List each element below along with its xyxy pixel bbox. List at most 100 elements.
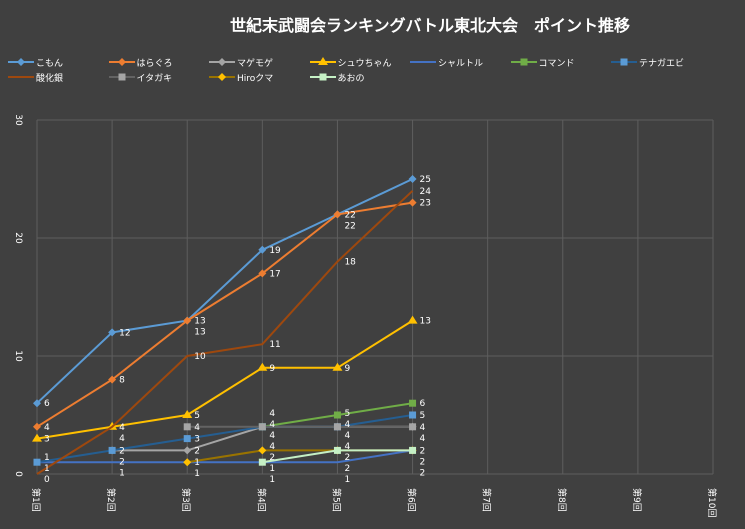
- data-point: [408, 198, 417, 207]
- data-point: [258, 446, 267, 455]
- data-label: 1: [344, 475, 350, 485]
- data-label: 17: [269, 269, 280, 279]
- y-tick-label: 30: [13, 114, 23, 126]
- legend-label: はらぐろ: [136, 58, 173, 69]
- data-label: 22: [344, 221, 355, 231]
- data-label: 24: [420, 187, 432, 197]
- y-tick-label: 0: [13, 471, 23, 477]
- data-point: [183, 458, 192, 467]
- legend-swatch: [108, 58, 135, 66]
- legend-item: シュウちゃん: [309, 56, 392, 69]
- series-line-1: [36, 201, 413, 428]
- data-label: 4: [269, 409, 275, 419]
- series-line-0: [36, 178, 413, 404]
- data-point: [258, 269, 267, 278]
- data-point: [333, 411, 341, 419]
- legend-item: Hiroクマ: [209, 71, 274, 84]
- data-label: 3: [194, 435, 200, 445]
- data-point: [183, 446, 192, 455]
- data-point: [333, 423, 341, 431]
- legend-item: マゲモゲ: [209, 56, 273, 69]
- data-label: 2: [420, 457, 426, 467]
- data-point: [32, 433, 42, 442]
- data-label: 2: [420, 468, 426, 478]
- data-label: 5: [194, 411, 200, 421]
- x-tick-label: 第5回: [330, 488, 342, 512]
- data-label: 1: [269, 464, 275, 474]
- legend-swatch: [510, 58, 537, 66]
- legend-item: こもん: [8, 56, 63, 69]
- data-label: 2: [420, 446, 426, 456]
- data-label: 4: [420, 423, 426, 433]
- data-label: 6: [44, 399, 50, 409]
- data-point: [182, 410, 193, 418]
- y-tick-label: 20: [13, 232, 23, 244]
- legend-label: Hiroクマ: [237, 73, 274, 84]
- legend-swatch: [8, 76, 34, 78]
- data-label: 0: [44, 475, 50, 485]
- y-tick-label: 10: [13, 350, 23, 362]
- data-point: [409, 446, 417, 454]
- legend-label: シュウちゃん: [337, 58, 392, 69]
- legend-item: あおの: [309, 71, 365, 84]
- legend-item: はらぐろ: [108, 56, 173, 69]
- legend-swatch: [611, 58, 637, 66]
- data-label: 13: [194, 317, 205, 327]
- series-line-7: [36, 190, 414, 475]
- data-label: 5: [420, 411, 426, 421]
- data-point: [332, 362, 343, 371]
- data-label: 19: [269, 246, 281, 256]
- data-label: 13: [194, 328, 205, 338]
- data-label: 4: [269, 431, 275, 441]
- x-tick-label: 第1回: [30, 488, 42, 512]
- legend-swatch: [309, 57, 336, 65]
- data-label: 2: [344, 453, 350, 463]
- data-label: 1: [119, 468, 125, 478]
- legend-swatch: [309, 73, 336, 81]
- data-label: 4: [344, 442, 350, 452]
- data-label: 4: [269, 442, 275, 452]
- data-label: 3: [44, 435, 50, 445]
- data-point: [258, 245, 267, 254]
- data-point: [409, 423, 417, 431]
- data-label: 18: [344, 258, 356, 268]
- data-label: 2: [119, 457, 125, 467]
- x-tick-label: 第6回: [406, 488, 418, 512]
- data-label: 6: [420, 399, 426, 409]
- data-label: 4: [119, 434, 125, 444]
- data-point: [183, 316, 192, 325]
- legend-swatch: [209, 58, 235, 66]
- data-point: [108, 375, 117, 384]
- legend-item: シャルトル: [410, 56, 484, 69]
- legend-swatch: [209, 73, 235, 81]
- data-label: 10: [194, 352, 206, 362]
- data-point: [108, 446, 116, 454]
- x-tick-label: 第8回: [556, 488, 568, 512]
- legend-swatch: [108, 73, 135, 81]
- x-tick-label: 第2回: [105, 488, 117, 512]
- data-label: 1: [269, 475, 275, 485]
- x-tick-label: 第9回: [631, 488, 643, 512]
- data-label: 9: [344, 364, 350, 374]
- data-point: [257, 362, 268, 371]
- legend-swatch: [8, 58, 34, 66]
- legend-label: 酸化銀: [36, 73, 64, 84]
- data-point: [333, 210, 342, 219]
- legend-item: コマンド: [510, 56, 575, 69]
- data-point: [407, 315, 418, 324]
- data-label: 12: [119, 328, 130, 338]
- chart-title: 世紀末武闘会ランキングバトル東北大会 ポイント推移: [229, 16, 630, 35]
- legend-item: イタガキ: [108, 71, 173, 84]
- legend-label: イタガキ: [136, 73, 173, 84]
- data-point: [258, 458, 266, 466]
- data-label: 1: [44, 453, 50, 463]
- legend-item: 酸化銀: [8, 71, 64, 84]
- data-label: 4: [344, 431, 350, 441]
- data-label: 4: [44, 423, 50, 433]
- data-point: [409, 399, 417, 407]
- data-label: 23: [420, 199, 431, 209]
- series-line-6: [36, 414, 413, 464]
- data-point: [108, 328, 117, 337]
- legend-label: シャルトル: [438, 58, 484, 69]
- legend-label: コマンド: [538, 58, 575, 69]
